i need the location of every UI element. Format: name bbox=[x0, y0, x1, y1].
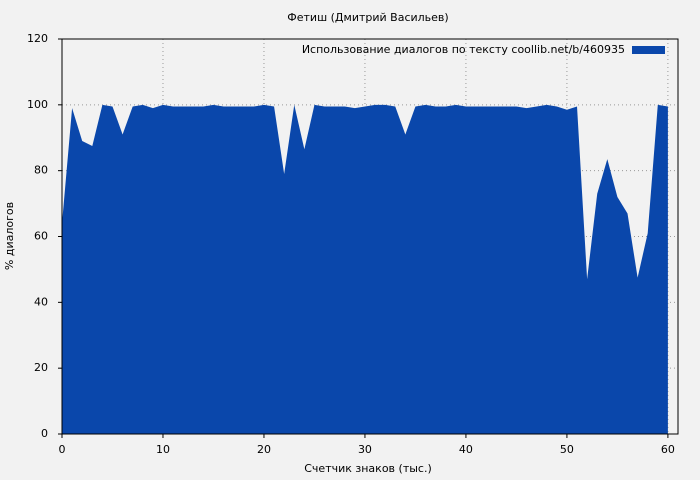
x-tick-label: 60 bbox=[661, 443, 675, 456]
y-tick-label: 20 bbox=[34, 361, 48, 374]
legend-swatch bbox=[632, 46, 665, 54]
x-tick-label: 40 bbox=[459, 443, 473, 456]
x-axis-label: Счетчик знаков (тыс.) bbox=[304, 462, 432, 475]
x-tick-label: 30 bbox=[358, 443, 372, 456]
x-tick-label: 0 bbox=[59, 443, 66, 456]
legend-label: Использование диалогов по тексту coollib… bbox=[302, 43, 625, 56]
x-tick-label: 10 bbox=[156, 443, 170, 456]
y-tick-label: 60 bbox=[34, 230, 48, 243]
plot-border bbox=[61, 38, 679, 435]
y-tick-label: 40 bbox=[34, 295, 48, 308]
y-tick-label: 80 bbox=[34, 164, 48, 177]
chart-title: Фетиш (Дмитрий Васильев) bbox=[287, 11, 448, 24]
y-tick-label: 0 bbox=[41, 427, 48, 440]
y-axis-label: % диалогов bbox=[3, 202, 16, 270]
y-tick-label: 100 bbox=[27, 98, 48, 111]
x-tick-label: 20 bbox=[257, 443, 271, 456]
area bbox=[62, 104, 668, 434]
x-tick-label: 50 bbox=[560, 443, 574, 456]
y-tick-label: 120 bbox=[27, 32, 48, 45]
